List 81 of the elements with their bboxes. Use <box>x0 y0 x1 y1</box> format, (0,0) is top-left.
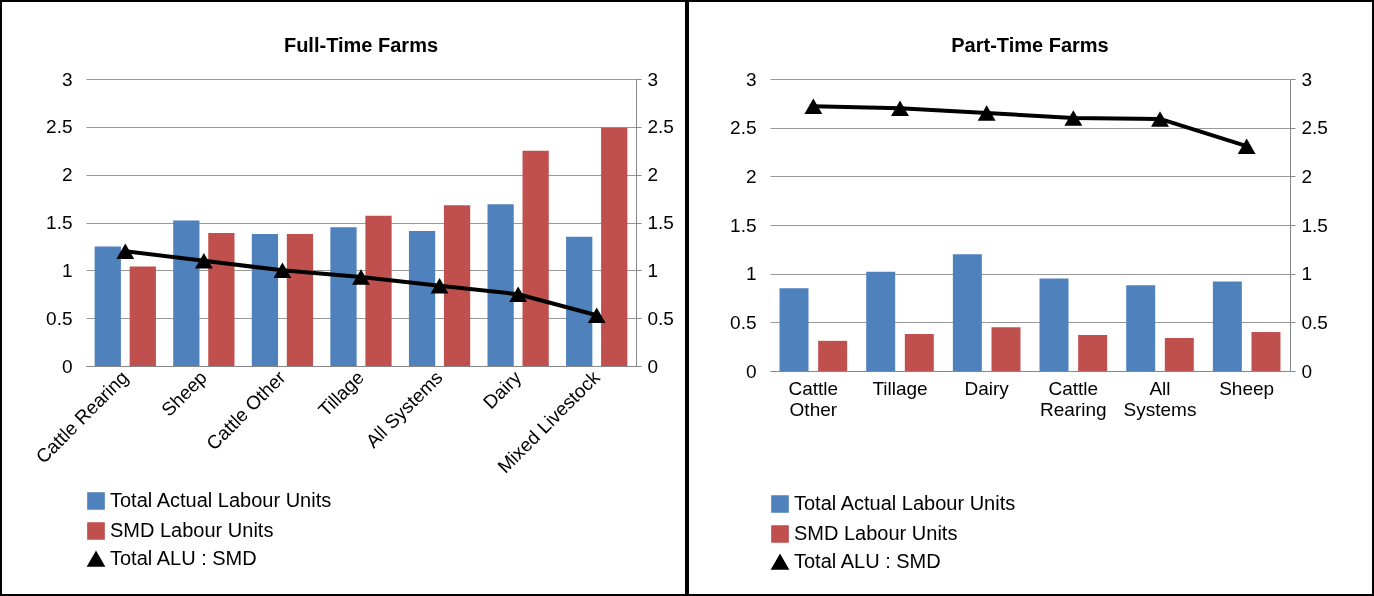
legend-label: Total Actual Labour Units <box>794 492 1016 514</box>
point <box>977 105 996 121</box>
point <box>352 269 370 285</box>
bar <box>487 204 514 366</box>
y-tick-label: 0.5 <box>46 307 73 329</box>
y2-tick-label: 2 <box>1301 165 1313 187</box>
bar <box>251 233 279 366</box>
y2-tick-label: 1.5 <box>1301 214 1328 236</box>
bar <box>522 150 549 366</box>
y2-tick-label: 2.5 <box>647 116 674 138</box>
bar <box>991 327 1021 371</box>
y2-tick-label: 2.5 <box>1301 117 1328 139</box>
y2-tick-label: 3 <box>647 68 659 90</box>
chart-title: Part-Time Farms <box>951 34 1109 56</box>
bar <box>601 127 628 366</box>
legend-label: Total ALU : SMD <box>794 550 941 572</box>
x-tick-label: Cattle Rearing <box>1040 377 1107 420</box>
bar <box>1251 332 1281 371</box>
y-tick-label: 2.5 <box>730 117 757 139</box>
bar <box>286 233 314 366</box>
bar <box>904 334 934 371</box>
bar <box>818 340 848 371</box>
y-tick-label: 3 <box>61 68 73 90</box>
y-tick-label: 0.5 <box>730 311 757 333</box>
x-tick-label: Sheep <box>1219 377 1275 399</box>
bar <box>365 215 392 366</box>
point <box>1237 138 1256 154</box>
y-tick-label: 1 <box>61 259 73 281</box>
point <box>1064 110 1083 126</box>
bar <box>208 233 235 366</box>
y2-tick-label: 0 <box>647 355 659 377</box>
y2-tick-label: 0.5 <box>647 307 674 329</box>
point <box>587 307 606 324</box>
x-tick-label: All Systems <box>1123 377 1197 420</box>
y-tick-label: 3 <box>745 68 757 90</box>
point <box>509 286 528 302</box>
bar <box>1164 337 1194 371</box>
bar <box>952 254 982 371</box>
bar <box>1039 278 1069 371</box>
bar <box>173 220 200 366</box>
point <box>804 98 823 114</box>
bar <box>1078 334 1108 371</box>
y2-tick-label: 1 <box>647 259 659 281</box>
y-tick-label: 0 <box>61 355 73 377</box>
point <box>891 100 909 116</box>
point <box>116 243 135 259</box>
bar <box>94 246 121 366</box>
legend-label: SMD Labour Units <box>794 522 958 544</box>
bar <box>566 236 593 366</box>
bar <box>408 231 436 366</box>
point <box>430 277 449 294</box>
point <box>1151 111 1169 127</box>
bar <box>1126 285 1156 371</box>
legend-label: Total Actual Labour Units <box>110 489 332 511</box>
point <box>194 253 213 269</box>
y-tick-label: 1.5 <box>730 214 757 236</box>
y2-tick-label: 0.5 <box>1301 311 1328 333</box>
bar <box>129 266 156 366</box>
x-tick-label: Dairy <box>964 377 1010 399</box>
legend-label: SMD Labour Units <box>110 519 274 541</box>
x-tick-label: Tillage <box>872 377 928 399</box>
y2-tick-label: 3 <box>1301 68 1313 90</box>
y-tick-label: 2 <box>745 165 757 187</box>
legend-label: Total ALU : SMD <box>110 547 257 569</box>
y-tick-label: 1.5 <box>46 212 73 233</box>
chart-title: Full-Time Farms <box>283 34 439 56</box>
bar <box>443 205 471 366</box>
y2-tick-label: 0 <box>1301 360 1313 382</box>
bar <box>866 271 896 371</box>
y-tick-label: 1 <box>745 263 757 285</box>
y-tick-label: 2.5 <box>46 116 73 138</box>
bar <box>330 227 357 366</box>
x-tick-label: Cattle Other <box>788 377 839 420</box>
bar <box>779 288 809 371</box>
y-tick-label: 0 <box>745 360 757 382</box>
bar <box>1212 281 1242 371</box>
y-tick-label: 2 <box>61 164 73 186</box>
y2-tick-label: 1.5 <box>647 212 674 233</box>
y2-tick-label: 1 <box>1301 263 1313 285</box>
y2-tick-label: 2 <box>647 164 659 186</box>
point <box>273 262 292 279</box>
